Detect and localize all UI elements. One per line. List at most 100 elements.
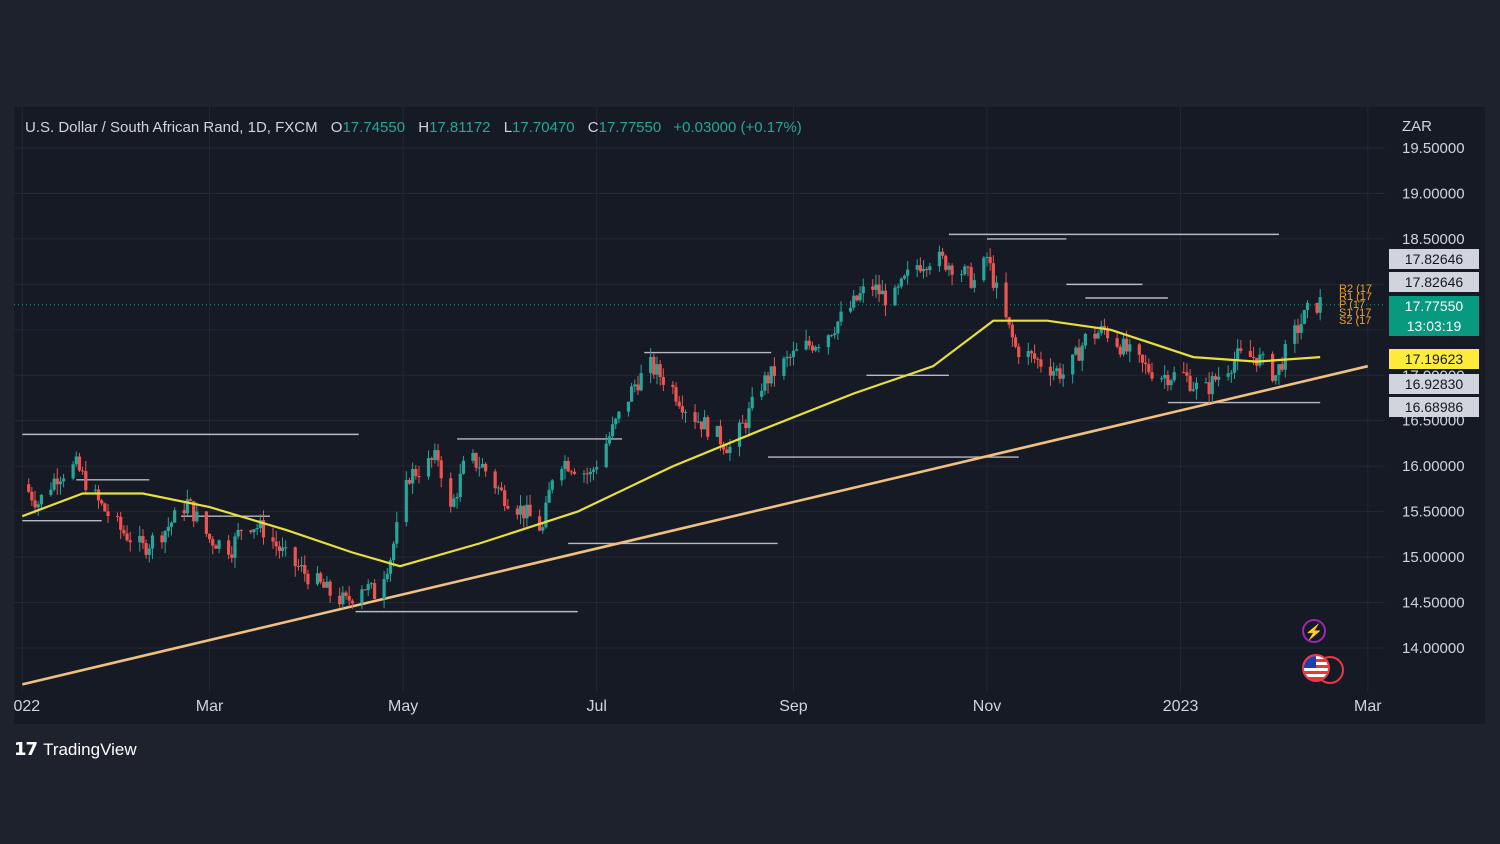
close-label: C (587, 119, 599, 136)
candle-body (1293, 325, 1297, 344)
candle-body (74, 456, 78, 465)
candle-body (572, 471, 577, 474)
candle-body (766, 375, 770, 384)
candle-body (280, 547, 285, 551)
candle-body (626, 401, 631, 412)
candle-body (795, 349, 799, 351)
open-label: O (330, 119, 343, 136)
candle-body (1048, 366, 1053, 376)
y-tick-label: 18.50000 (1402, 231, 1465, 248)
candle-body (1125, 338, 1129, 352)
candle-body (1137, 344, 1141, 355)
candle-body (430, 458, 434, 460)
candle-body (471, 452, 475, 461)
candle-body (744, 422, 748, 429)
candle-body (230, 554, 234, 558)
candle-body (452, 498, 456, 507)
candle-body (319, 573, 323, 583)
candle-body (782, 358, 786, 376)
candle-body (188, 499, 193, 502)
candle-body (315, 573, 320, 585)
candle-body (1248, 350, 1252, 357)
candle-body (585, 473, 589, 475)
y-tick-label: 14.50000 (1402, 595, 1465, 612)
candle-body (71, 464, 75, 479)
candle-body (677, 401, 681, 407)
candle-body (503, 490, 507, 507)
candle-body (1172, 372, 1176, 381)
candle-body (839, 311, 843, 322)
candle-body (449, 478, 453, 507)
candle-body (341, 592, 345, 605)
candle-body (160, 535, 164, 543)
candle-body (284, 547, 288, 549)
price-badge: 16.68986 (1389, 397, 1479, 417)
x-tick-label: Sep (779, 698, 808, 715)
candle-body (861, 286, 865, 294)
candle-body (144, 543, 148, 555)
candle-body (1029, 351, 1034, 354)
candle-body (661, 376, 665, 385)
trend-line (22, 364, 1369, 686)
candle-body (1274, 375, 1278, 381)
candle-body (347, 595, 351, 601)
high-label: H (418, 119, 430, 136)
price-badge: 17.82646 (1389, 272, 1479, 292)
change-value: +0.03000 (+0.17%) (673, 119, 802, 136)
x-tick-label: Mar (196, 698, 224, 715)
candle-body (528, 504, 532, 517)
candle-body (518, 505, 523, 515)
candle-body (1033, 353, 1037, 359)
candle-body (1302, 310, 1306, 325)
candle-body (372, 583, 377, 599)
candle-body (100, 500, 104, 504)
candle-body (261, 520, 266, 538)
candle-body (214, 545, 218, 549)
candle-body (1315, 302, 1319, 313)
candle-body (683, 412, 688, 414)
x-tick-label: May (388, 698, 418, 715)
us-flag-icon[interactable] (1302, 654, 1330, 682)
lightning-icon[interactable]: ⚡ (1302, 619, 1326, 643)
chart-area[interactable]: R2 (17 R1 (17 P (17 S1 (17 S2 (17 14.00000 14.… (14, 107, 1485, 724)
symbol-name[interactable]: U.S. Dollar / South African Rand, 1D, FX… (25, 119, 318, 136)
candle-body (436, 450, 440, 461)
candle-body (1226, 373, 1230, 377)
candle-body (407, 479, 412, 484)
price-badge: 13:03:19 (1389, 316, 1479, 336)
candle-body (547, 489, 551, 503)
candle-body (871, 286, 875, 290)
pivot-label: S1 (17 (1339, 307, 1371, 319)
candle-body (417, 476, 421, 478)
candle-body (788, 356, 792, 358)
candle-body (338, 595, 342, 605)
candle-body (1036, 358, 1040, 360)
candle-body (322, 582, 326, 588)
candle-body (426, 458, 431, 477)
time-axis (14, 692, 1485, 724)
candle-body (1039, 359, 1043, 367)
candle-body (1188, 375, 1192, 391)
candle-body (1080, 345, 1084, 361)
tradingview-logo[interactable]: 𝟭𝟳 TradingView (14, 739, 137, 760)
x-tick-label: 2023 (1163, 698, 1199, 715)
candle-body (27, 484, 31, 492)
currency-label: ZAR (1402, 118, 1432, 135)
candle-body (1071, 354, 1075, 375)
candle-body (1204, 382, 1208, 384)
high-value: 17.81172 (429, 119, 491, 136)
candle-body (680, 406, 684, 413)
candle-body (1258, 354, 1262, 366)
candle-body (458, 473, 462, 497)
candle-body (382, 579, 386, 599)
candle-body (1083, 333, 1087, 346)
candle-body (106, 511, 110, 516)
candle-body (1305, 302, 1310, 311)
candle-body (1166, 375, 1170, 386)
candle-body (848, 307, 853, 312)
candle-body (817, 347, 821, 349)
candle-body (217, 540, 221, 549)
candle-body (147, 548, 151, 555)
candle-body (461, 460, 466, 474)
